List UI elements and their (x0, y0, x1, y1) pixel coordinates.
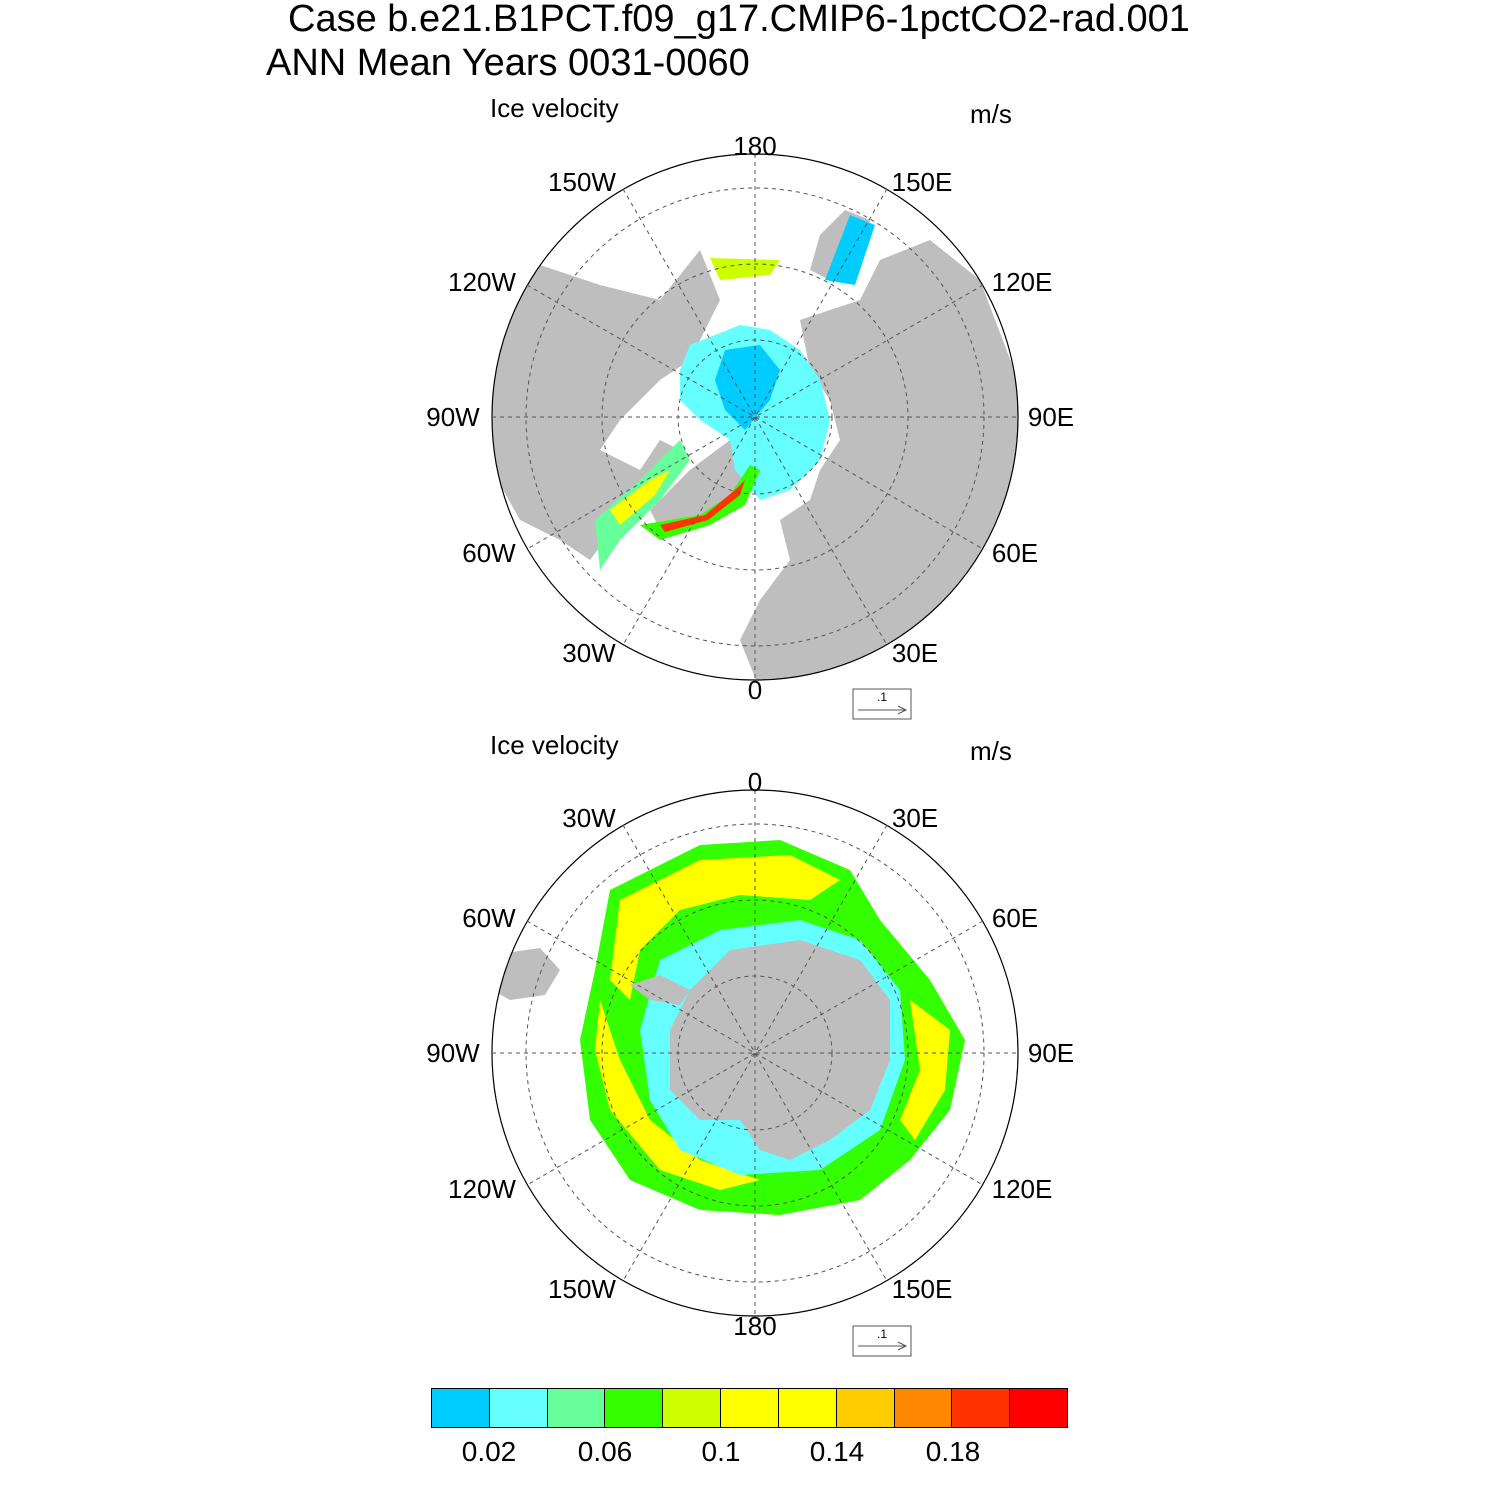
south-lon-label: 0 (747, 767, 763, 797)
southern-ice-fast-east (900, 1000, 950, 1140)
greenland-east-ice (640, 465, 760, 540)
north-lon-label: 180 (733, 131, 777, 161)
south-lon-label: 180 (733, 1311, 777, 1341)
south-panel-units: m/s (970, 736, 1012, 766)
north-lon-label: 30E (891, 638, 939, 668)
south-lon-label: 90E (1027, 1038, 1075, 1068)
south-america-land (492, 948, 560, 1000)
north-reference-vector-value: .1 (877, 690, 888, 704)
south-lon-label: 90W (426, 1038, 480, 1068)
south-lon-label: 30W (562, 803, 616, 833)
colorbar-swatch (662, 1389, 721, 1427)
north-reference-vector (852, 688, 912, 720)
southern-ice-fast-weddell (610, 855, 840, 1000)
bering-ice (825, 215, 875, 285)
north-lon-label: 30W (562, 638, 616, 668)
south-lon-label: 120W (448, 1174, 516, 1204)
north-panel-units: m/s (970, 99, 1012, 129)
south-gridlines (492, 790, 1018, 1316)
colorbar-label: 0.06 (577, 1436, 633, 1467)
greenland-east-ice-fast (660, 480, 745, 532)
antarctic-peninsula-land (630, 975, 690, 1005)
colorbar-swatch (720, 1389, 778, 1427)
colorbar-swatch (893, 1389, 952, 1427)
colorbar (431, 1388, 1068, 1428)
north-america-land (492, 250, 720, 560)
north-lon-label: 90W (426, 402, 480, 432)
colorbar-label: 0.14 (809, 1436, 865, 1467)
okhotsk-ice (710, 258, 780, 280)
south-lon-label: 30E (891, 803, 939, 833)
colorbar-swatch (835, 1389, 894, 1427)
colorbar-label: 0.02 (461, 1436, 517, 1467)
north-panel-title: Ice velocity (490, 93, 619, 123)
colorbar-swatch (546, 1389, 605, 1427)
south-lon-label: 60W (462, 903, 516, 933)
north-lon-label: 120E (991, 267, 1053, 297)
north-lon-label: 150E (891, 167, 953, 197)
colorbar-label: 0.18 (925, 1436, 981, 1467)
north-lon-label: 60W (462, 538, 516, 568)
south-lon-label: 150E (891, 1274, 953, 1304)
eurasia-land (740, 240, 1018, 680)
southern-ice-fast-ross (595, 1000, 760, 1190)
north-gridlines (492, 154, 1018, 680)
colorbar-swatch (951, 1389, 1010, 1427)
south-panel-title: Ice velocity (490, 730, 619, 760)
south-reference-vector-value: .1 (877, 1327, 888, 1341)
colorbar-label: 0.1 (701, 1436, 741, 1467)
colorbar-swatch (777, 1389, 836, 1427)
north-lon-label: 60E (991, 538, 1039, 568)
south-reference-vector (852, 1325, 912, 1357)
baffin-ice-fast (610, 470, 670, 525)
plot-case-title: Case b.e21.B1PCT.f09_g17.CMIP6-1pctCO2-r… (288, 0, 1190, 40)
north-lon-label: 90E (1027, 402, 1075, 432)
south-lon-label: 60E (991, 903, 1039, 933)
colorbar-swatch (604, 1389, 663, 1427)
colorbar-swatch (488, 1389, 547, 1427)
arctic-ice-core (715, 345, 780, 430)
north-lon-label: 0 (747, 675, 763, 705)
north-lon-label: 150W (548, 167, 616, 197)
north-lon-label: 120W (448, 267, 516, 297)
colorbar-swatch (432, 1389, 489, 1427)
south-lon-label: 150W (548, 1274, 616, 1304)
colorbar-swatch (1009, 1389, 1067, 1427)
south-lon-label: 120E (991, 1174, 1053, 1204)
plot-period-title: ANN Mean Years 0031-0060 (266, 42, 750, 84)
